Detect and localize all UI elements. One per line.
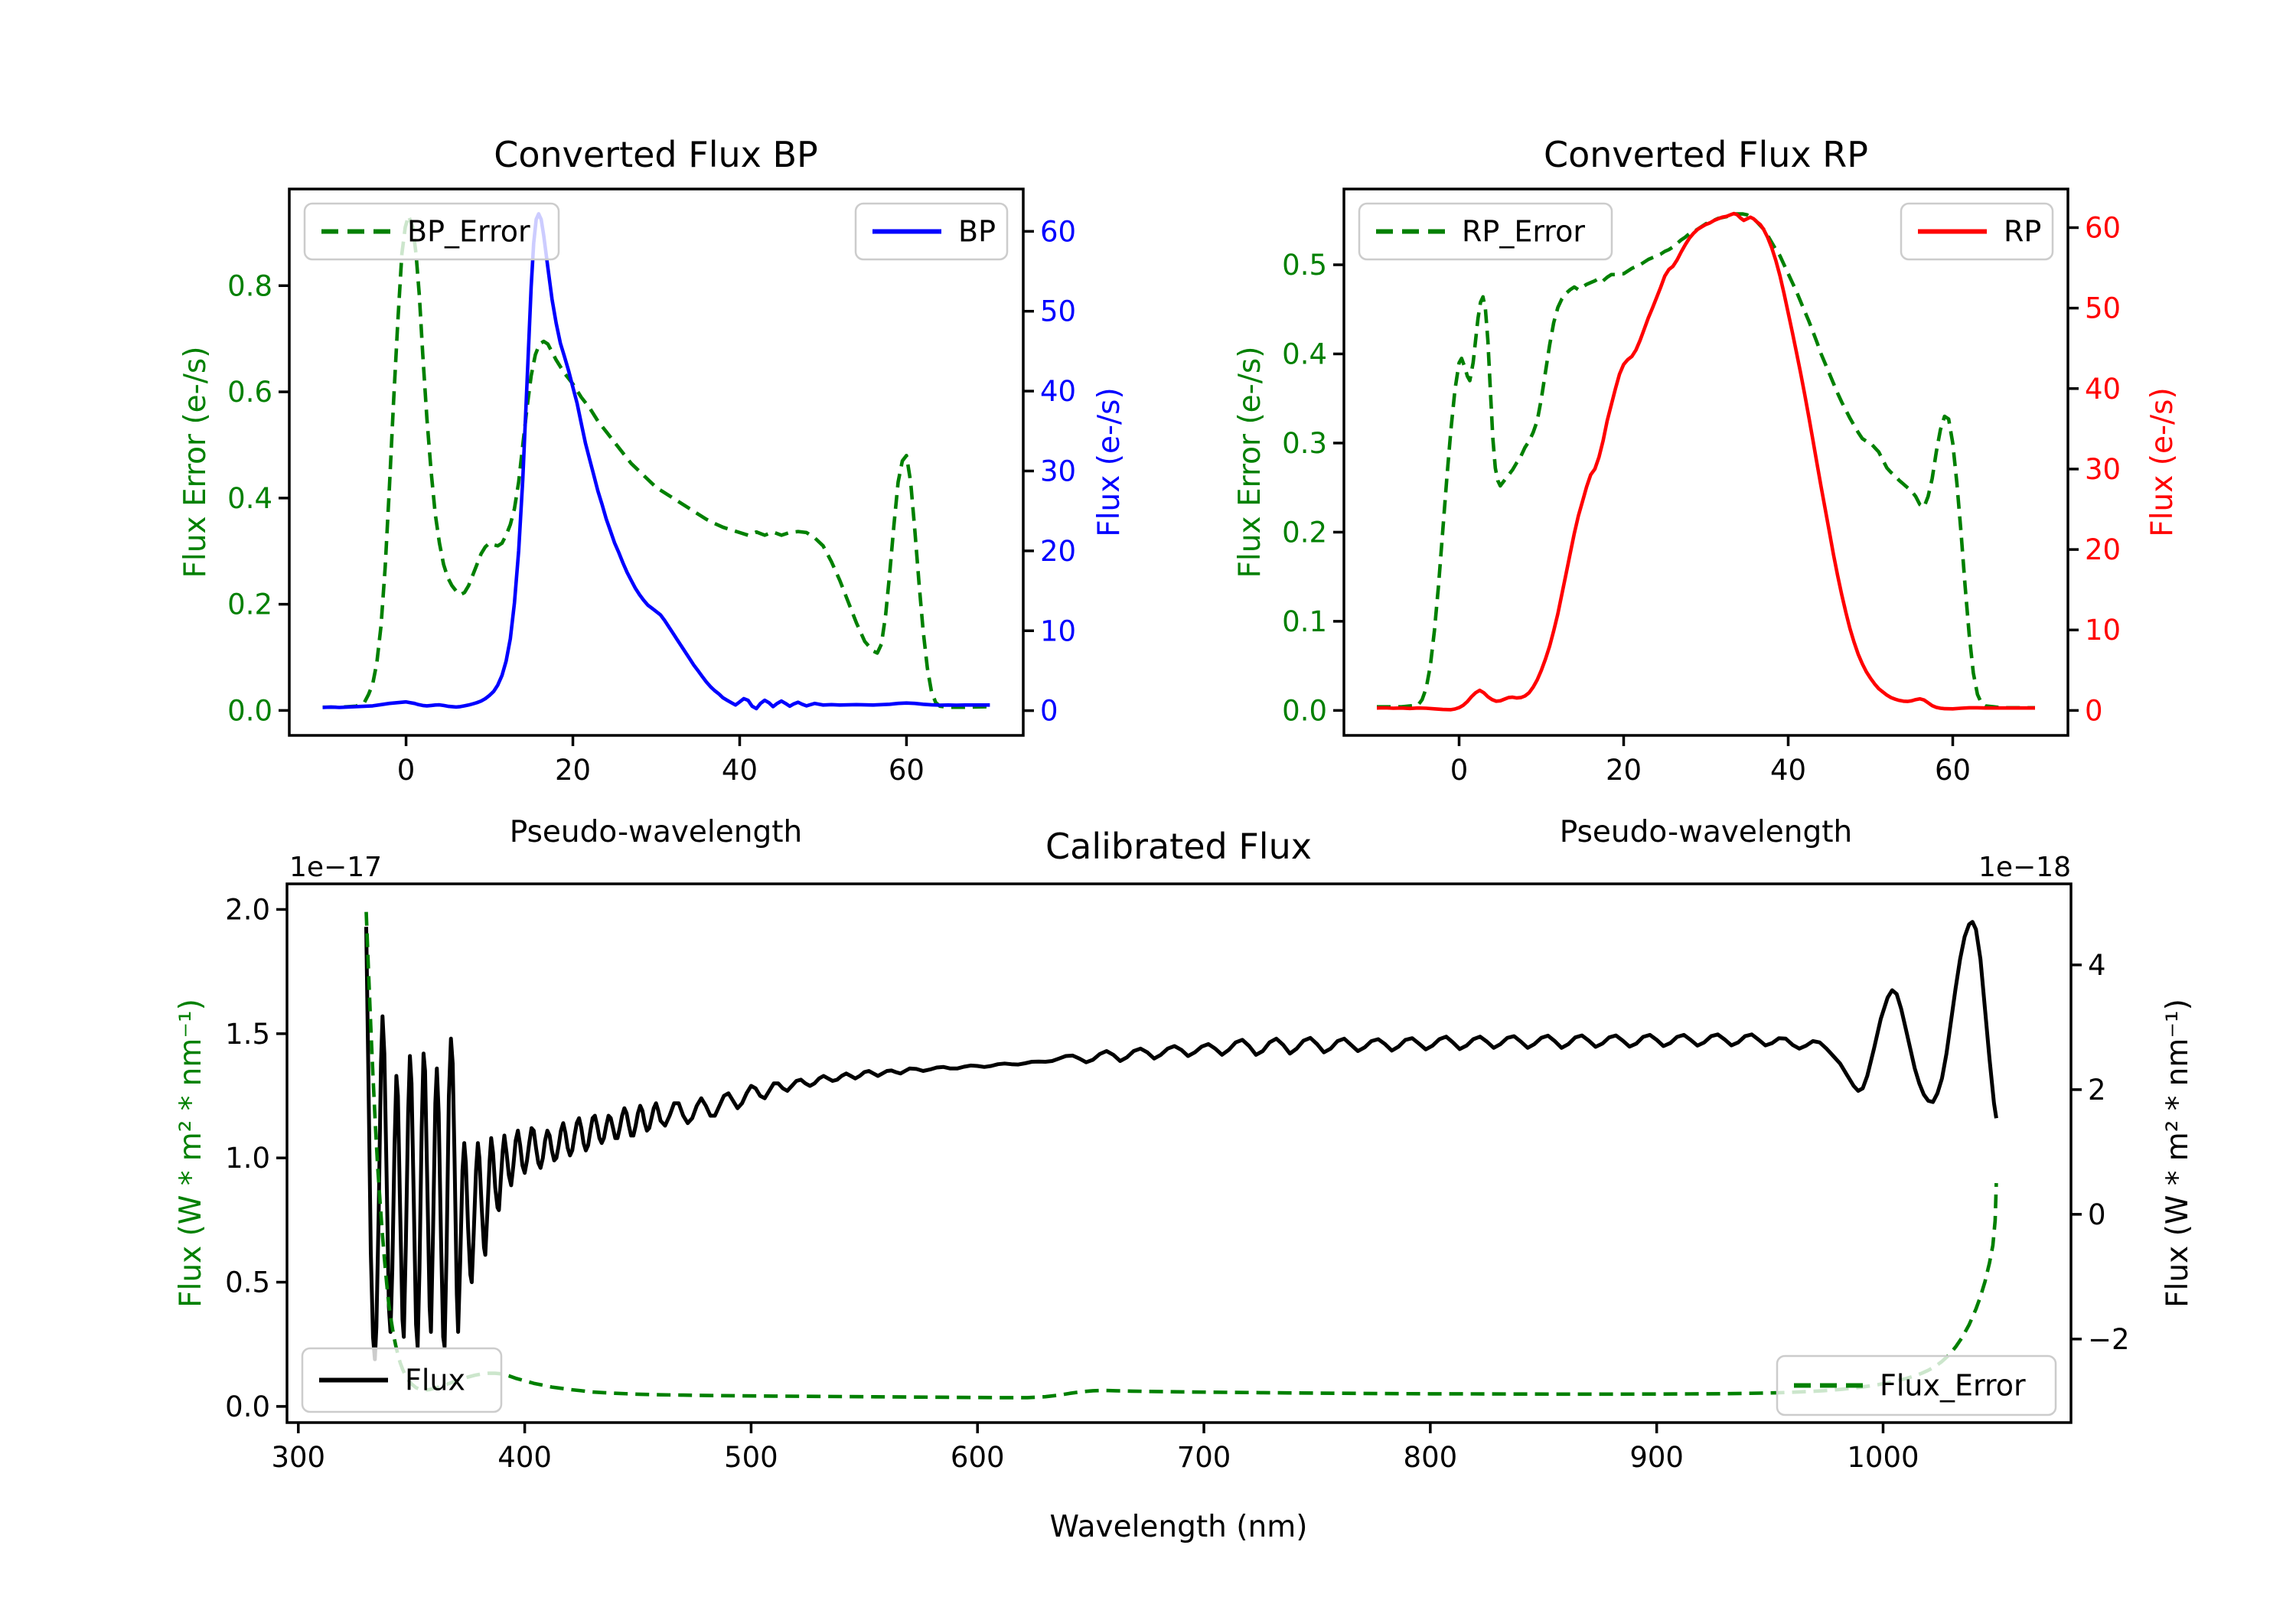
- y-tick-label-right: 0: [2088, 1198, 2106, 1231]
- legend-label: BP: [958, 215, 996, 249]
- rp-plot-area: 0 20 40 60 0.0 0.1 0.2 0.3 0.4 0.5 0 10 20 30 40 50 60 RP…: [1282, 187, 2121, 787]
- legend-label: BP_Error: [407, 215, 530, 249]
- legend-box: [301, 1347, 503, 1413]
- axes-spines: [288, 187, 1025, 737]
- y-tick-label-right: 30: [2085, 453, 2121, 486]
- y-tick-label-left: 0.8: [227, 269, 272, 302]
- y-tick-label-right: 50: [2085, 292, 2121, 325]
- y-tick-label-left: 0.4: [227, 482, 272, 515]
- x-tick-label: 700: [1177, 1441, 1231, 1474]
- axes-spines: [285, 882, 2073, 1424]
- y-tick-label-right: 20: [1040, 535, 1076, 568]
- y-tick-label-right: 2: [2088, 1074, 2106, 1107]
- legend-label: RP_Error: [1462, 215, 1585, 249]
- legend-label: Flux: [405, 1364, 465, 1397]
- bp-ylabel-left: Flux Error (e-/s): [178, 347, 213, 579]
- x-tick-label: 60: [1935, 754, 1971, 787]
- chart-rp: Converted Flux RP Pseudo-wavelength Flux…: [1233, 134, 2180, 849]
- x-tick-label: 40: [722, 754, 758, 787]
- legend-rp: RP: [1900, 202, 2054, 261]
- y-tick-label-right: 4: [2088, 949, 2106, 982]
- x-tick-label: 800: [1404, 1441, 1458, 1474]
- rp-title: Converted Flux RP: [1544, 134, 1868, 175]
- cal-plot-area: 300 400 500 600 700 800 900 1000 0.0 0.5 1.0 1.5 2.0…: [225, 882, 2130, 1474]
- y-tick-label-right: 0: [2085, 694, 2103, 727]
- x-tick-label: 1000: [1847, 1441, 1919, 1474]
- y-tick-label-right: 50: [1040, 295, 1076, 328]
- x-tick-label: 60: [889, 754, 925, 787]
- y-tick-label-left: 0.2: [227, 588, 272, 621]
- y-tick-label-left: 2.0: [225, 893, 270, 926]
- rp-ylabel-left: Flux Error (e-/s): [1233, 347, 1267, 579]
- chart-calibrated: Calibrated Flux 1e−17 1e−18 Wavelength (…: [174, 826, 2195, 1544]
- x-tick-label: 600: [951, 1441, 1005, 1474]
- chart-bp: Converted Flux BP Pseudo-wavelength Flux…: [178, 134, 1127, 849]
- legend-flux_error: Flux_Error: [1776, 1354, 2057, 1416]
- x-tick-label: 40: [1770, 754, 1806, 787]
- series-line-flux_error: [364, 911, 1998, 1400]
- rp-ylabel-right: Flux (e-/s): [2145, 387, 2180, 536]
- y-tick-label-right: −2: [2088, 1323, 2130, 1356]
- y-tick-label-right: 10: [2085, 614, 2121, 647]
- legend-box: [1358, 202, 1613, 261]
- y-tick-label-left: 0.0: [1282, 694, 1327, 727]
- cal-ylabel-left: Flux (W * m² * nm⁻¹): [174, 999, 208, 1308]
- cal-title: Calibrated Flux: [1045, 826, 1312, 867]
- bp-ylabel-right: Flux (e-/s): [1092, 387, 1127, 536]
- legend-box: [303, 202, 560, 261]
- legend-bp_error: BP_Error: [303, 202, 560, 261]
- y-tick-label-right: 60: [2085, 211, 2121, 244]
- legend-label: RP: [2004, 215, 2041, 249]
- series-line-flux: [364, 920, 1998, 1361]
- y-tick-label-right: 40: [2085, 373, 2121, 406]
- y-tick-label-left: 0.1: [1282, 605, 1327, 638]
- cal-xlabel: Wavelength (nm): [1050, 1510, 1308, 1544]
- y-tick-label-left: 0.6: [227, 376, 272, 409]
- y-tick-label-left: 1.0: [225, 1142, 270, 1175]
- y-tick-label-right: 40: [1040, 375, 1076, 408]
- rp-xlabel: Pseudo-wavelength: [1560, 815, 1852, 849]
- cal-offset-right: 1e−18: [1978, 852, 2071, 883]
- legend-flux: Flux: [301, 1347, 503, 1413]
- x-tick-label: 500: [724, 1441, 778, 1474]
- bp-xlabel: Pseudo-wavelength: [510, 815, 802, 849]
- y-tick-label-left: 1.5: [225, 1018, 270, 1051]
- x-tick-label: 0: [397, 754, 416, 787]
- series-line-rp_error: [1377, 212, 2035, 710]
- y-tick-label-left: 0.3: [1282, 427, 1327, 460]
- y-tick-label-left: 0.5: [1282, 249, 1327, 282]
- y-tick-label-left: 0.0: [225, 1390, 270, 1423]
- bp-plot-area: 0 20 40 60 0.0 0.2 0.4 0.6 0.8 0 10 20 30 40 50 60 BP_Er…: [227, 187, 1076, 787]
- x-tick-label: 20: [555, 754, 591, 787]
- bp-title: Converted Flux BP: [494, 134, 818, 175]
- x-tick-label: 300: [271, 1441, 325, 1474]
- axes-spines: [1342, 187, 2069, 737]
- y-tick-label-left: 0.4: [1282, 337, 1327, 370]
- y-tick-label-right: 0: [1040, 695, 1058, 728]
- x-tick-label: 20: [1606, 754, 1642, 787]
- legend-box: [1776, 1354, 2057, 1416]
- x-tick-label: 400: [497, 1441, 552, 1474]
- x-tick-label: 900: [1629, 1441, 1684, 1474]
- legend-label: Flux_Error: [1880, 1369, 2026, 1403]
- y-tick-label-left: 0.0: [227, 694, 272, 727]
- series-line-bp: [322, 212, 990, 711]
- y-tick-label-left: 0.5: [225, 1266, 270, 1299]
- legend-rp_error: RP_Error: [1358, 202, 1613, 261]
- y-tick-label-right: 30: [1040, 455, 1076, 487]
- y-tick-label-right: 10: [1040, 614, 1076, 647]
- cal-ylabel-right: Flux (W * m² * nm⁻¹): [2161, 999, 2195, 1308]
- legend-bp: BP: [854, 202, 1009, 261]
- y-tick-label-right: 60: [1040, 215, 1076, 248]
- series-line-bp_error: [322, 214, 990, 709]
- y-tick-label-right: 20: [2085, 533, 2121, 566]
- series-line-rp: [1376, 211, 2035, 712]
- y-tick-label-left: 0.2: [1282, 516, 1327, 549]
- cal-offset-left: 1e−17: [289, 852, 382, 883]
- x-tick-label: 0: [1450, 754, 1469, 787]
